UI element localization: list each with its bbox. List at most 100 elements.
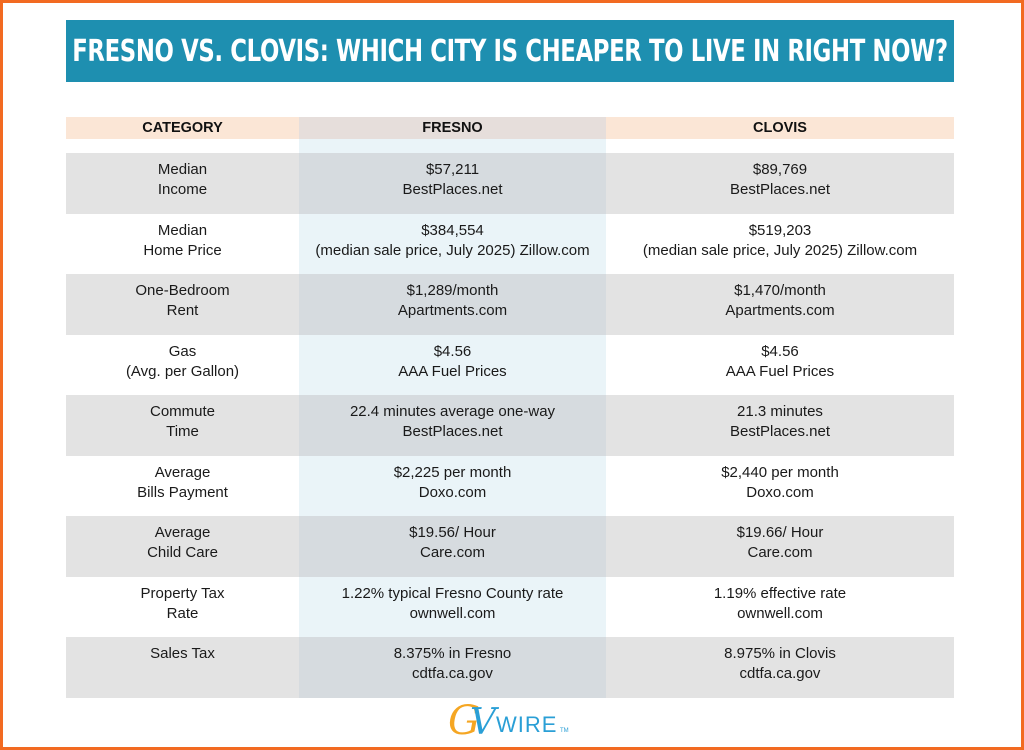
fresno-line: ownwell.com [409, 604, 496, 622]
category-cell: Sales Tax [66, 637, 299, 698]
fresno-line: cdtfa.ca.gov [412, 665, 493, 682]
title-banner: FRESNO VS. CLOVIS: WHICH CITY IS CHEAPER… [66, 20, 954, 82]
fresno-line: $384,554 [421, 221, 484, 239]
gvwire-logo: G V WIRE TM [448, 698, 569, 744]
clovis-line: BestPlaces.net [729, 181, 831, 198]
fresno-line: Doxo.com [418, 483, 487, 501]
category-cell: Average Child Care [66, 516, 299, 577]
category-cell: Property Tax Rate [66, 577, 299, 638]
category-line: Property Tax [140, 584, 225, 602]
table-header: CATEGORY FRESNO CLOVIS [66, 117, 954, 139]
table-row: Sales Tax 8.375% in Fresno cdtfa.ca.gov 8.9… [66, 637, 954, 698]
category-cell: One-Bedroom Rent [66, 274, 299, 335]
clovis-line: 21.3 minutes [737, 403, 823, 420]
fresno-cell: 1.22% typical Fresno County rate ownwell.… [299, 577, 606, 638]
category-cell: Gas (Avg. per Gallon) [66, 335, 299, 396]
clovis-line: $2,440 per month [721, 463, 839, 481]
clovis-cell: $1,470/month Apartments.com [606, 274, 954, 335]
comparison-table: Median Income $57,211 BestPlaces.net $89,769… [66, 153, 954, 698]
category-cell: Commute Time [66, 395, 299, 456]
clovis-cell: $2,440 per month Doxo.com [606, 456, 954, 517]
logo-tm: TM [560, 728, 569, 734]
header-category: CATEGORY [142, 120, 223, 136]
fresno-cell: $1,289/month Apartments.com [299, 274, 606, 335]
clovis-line: Apartments.com [725, 302, 835, 319]
clovis-cell: 21.3 minutes BestPlaces.net [606, 395, 954, 456]
fresno-line: $2,225 per month [393, 463, 512, 481]
category-line: Time [166, 423, 199, 440]
clovis-line: cdtfa.ca.gov [739, 665, 821, 682]
category-line: Median [157, 161, 208, 178]
logo-v-letter: V [470, 702, 500, 743]
category-line: Child Care [147, 544, 218, 561]
fresno-line: BestPlaces.net [402, 181, 503, 198]
category-line: Median [157, 221, 208, 239]
table-row: Median Income $57,211 BestPlaces.net $89,769… [66, 153, 954, 214]
category-line: Rate [166, 604, 199, 622]
clovis-cell: 1.19% effective rate ownwell.com [606, 577, 954, 638]
table-row: Average Child Care $19.56/ Hour Care.com $19… [66, 516, 954, 577]
clovis-line: AAA Fuel Prices [725, 362, 835, 380]
clovis-cell: 8.975% in Clovis cdtfa.ca.gov [606, 637, 954, 698]
fresno-line: 1.22% typical Fresno County rate [341, 584, 564, 602]
category-line: Bills Payment [137, 483, 228, 501]
clovis-line: Care.com [747, 544, 813, 561]
fresno-cell: $4.56 AAA Fuel Prices [299, 335, 606, 396]
clovis-cell: $519,203 (median sale price, July 2025) Z… [606, 214, 954, 275]
logo-g-letter: G [448, 698, 480, 744]
category-line: Average [154, 524, 211, 541]
fresno-cell: $2,225 per month Doxo.com [299, 456, 606, 517]
fresno-cell: 22.4 minutes average one-way BestPlaces.n… [299, 395, 606, 456]
clovis-cell: $19.66/ Hour Care.com [606, 516, 954, 577]
header-fresno: FRESNO [299, 117, 606, 139]
category-cell: Average Bills Payment [66, 456, 299, 517]
clovis-line: $1,470/month [734, 282, 826, 299]
clovis-line: $19.66/ Hour [736, 524, 824, 541]
page-title: FRESNO VS. CLOVIS: WHICH CITY IS CHEAPER… [72, 33, 948, 69]
clovis-line: $519,203 [748, 221, 812, 239]
clovis-line: ownwell.com [737, 604, 823, 622]
fresno-line: 8.375% in Fresno [393, 645, 512, 662]
fresno-line: 22.4 minutes average one-way [349, 403, 556, 420]
clovis-line: $4.56 [761, 342, 799, 360]
table-row: One-Bedroom Rent $1,289/month Apartments.co… [66, 274, 954, 335]
clovis-line: 8.975% in Clovis [724, 645, 836, 662]
clovis-cell: $89,769 BestPlaces.net [606, 153, 954, 214]
logo-wire-text: WIRE [496, 712, 557, 737]
category-line: Income [157, 181, 208, 198]
category-line: Gas [168, 342, 197, 360]
fresno-cell: $57,211 BestPlaces.net [299, 153, 606, 214]
clovis-line: (median sale price, July 2025) Zillow.co… [642, 241, 918, 259]
fresno-cell: $384,554 (median sale price, July 2025) Z… [299, 214, 606, 275]
clovis-line: 1.19% effective rate [713, 584, 847, 602]
fresno-line: $57,211 [425, 161, 480, 178]
clovis-line: BestPlaces.net [729, 423, 831, 440]
category-line: One-Bedroom [135, 282, 230, 299]
table-row: Median Home Price $384,554 (median sale pri… [66, 214, 954, 275]
fresno-line: AAA Fuel Prices [398, 362, 507, 380]
clovis-line: $89,769 [752, 161, 808, 178]
header-clovis: CLOVIS [753, 120, 807, 136]
fresno-line: $1,289/month [406, 282, 499, 299]
category-line: (Avg. per Gallon) [125, 362, 240, 380]
fresno-line: Apartments.com [397, 302, 508, 319]
table-row: Property Tax Rate 1.22% typical Fresno Cou… [66, 577, 954, 638]
category-line: Commute [149, 403, 216, 420]
table-row: Commute Time 22.4 minutes average one-way B… [66, 395, 954, 456]
fresno-line: (median sale price, July 2025) Zillow.co… [315, 241, 590, 259]
fresno-line: BestPlaces.net [402, 423, 503, 440]
fresno-cell: 8.375% in Fresno cdtfa.ca.gov [299, 637, 606, 698]
fresno-line: $19.56/ Hour [409, 524, 496, 541]
clovis-line: Doxo.com [746, 483, 814, 501]
clovis-cell: $4.56 AAA Fuel Prices [606, 335, 954, 396]
table-row: Average Bills Payment $2,225 per month Doxo… [66, 456, 954, 517]
category-line: Average [154, 463, 211, 481]
category-cell: Median Income [66, 153, 299, 214]
fresno-cell: $19.56/ Hour Care.com [299, 516, 606, 577]
category-cell: Median Home Price [66, 214, 299, 275]
table-row: Gas (Avg. per Gallon) $4.56 AAA Fuel Prices… [66, 335, 954, 396]
fresno-line: Care.com [419, 544, 486, 561]
category-line: Home Price [143, 241, 222, 259]
fresno-line: $4.56 [433, 342, 472, 360]
category-line: Rent [166, 302, 199, 319]
